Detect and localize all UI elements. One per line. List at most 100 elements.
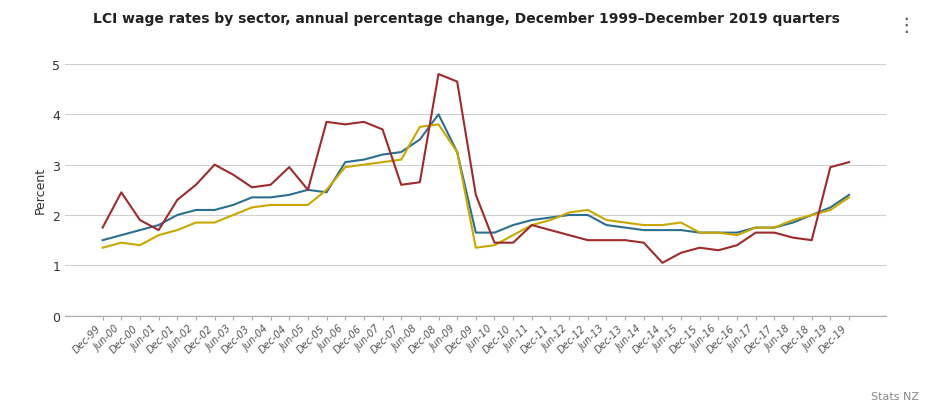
Public sector [302,188,313,193]
Private sector [396,158,407,163]
Text: Stats NZ: Stats NZ [871,391,919,401]
LCI adjusted [750,226,761,230]
Private sector [787,218,799,223]
Private sector [713,230,724,235]
LCI adjusted [209,208,220,213]
Text: ⋮: ⋮ [897,16,916,35]
Private sector [172,228,183,233]
LCI adjusted [825,205,836,210]
Line: LCI adjusted: LCI adjusted [103,115,849,241]
Public sector [433,72,444,77]
LCI adjusted [302,188,313,193]
Public sector [321,120,332,125]
LCI adjusted [190,208,202,213]
Public sector [246,185,258,190]
Private sector [545,218,556,223]
LCI adjusted [769,226,780,230]
LCI adjusted [414,138,425,143]
Private sector [302,203,313,208]
Public sector [396,183,407,188]
Line: Private sector: Private sector [103,125,849,248]
Public sector [508,241,519,245]
Public sector [526,223,537,228]
LCI adjusted [694,230,705,235]
Public sector [713,248,724,253]
Private sector [358,163,369,168]
Private sector [601,218,612,223]
Private sector [843,196,855,200]
LCI adjusted [489,230,500,235]
LCI adjusted [134,228,146,233]
LCI adjusted [265,196,276,200]
Private sector [284,203,295,208]
Public sector [116,190,127,195]
Private sector [694,230,705,235]
LCI adjusted [526,218,537,223]
Line: Public sector: Public sector [103,75,849,263]
Private sector [825,208,836,213]
Private sector [769,226,780,230]
LCI adjusted [545,215,556,220]
LCI adjusted [564,213,575,218]
Private sector [638,223,649,228]
Public sector [172,198,183,203]
Private sector [97,246,108,251]
Y-axis label: Percent: Percent [34,167,47,214]
LCI adjusted [377,153,388,158]
Public sector [265,183,276,188]
Public sector [806,238,817,243]
Private sector [564,211,575,215]
LCI adjusted [340,160,351,165]
Public sector [209,163,220,168]
Private sector [582,208,593,213]
Public sector [582,238,593,243]
Public sector [731,243,743,248]
Private sector [433,123,444,128]
Public sector [787,236,799,241]
Text: LCI wage rates by sector, annual percentage change, December 1999–December 2019 : LCI wage rates by sector, annual percent… [93,12,840,26]
LCI adjusted [172,213,183,218]
LCI adjusted [601,223,612,228]
Public sector [340,123,351,128]
Private sector [806,213,817,218]
Private sector [340,165,351,170]
Public sector [620,238,631,243]
LCI adjusted [675,228,687,233]
Public sector [228,173,239,178]
Private sector [190,221,202,226]
Private sector [134,243,146,248]
LCI adjusted [843,193,855,198]
LCI adjusted [806,213,817,218]
Public sector [190,183,202,188]
Private sector [750,226,761,230]
LCI adjusted [787,221,799,226]
Private sector [452,150,463,155]
Public sector [545,228,556,233]
Public sector [284,165,295,170]
Public sector [825,165,836,170]
Private sector [228,213,239,218]
Public sector [601,238,612,243]
Private sector [508,233,519,238]
LCI adjusted [246,196,258,200]
Public sector [414,180,425,185]
Public sector [358,120,369,125]
Private sector [620,221,631,226]
LCI adjusted [321,190,332,195]
Private sector [489,243,500,248]
Public sector [97,226,108,230]
Private sector [414,125,425,130]
LCI adjusted [713,230,724,235]
LCI adjusted [657,228,668,233]
LCI adjusted [116,233,127,238]
Public sector [638,241,649,245]
Public sector [134,218,146,223]
LCI adjusted [508,223,519,228]
LCI adjusted [731,230,743,235]
Public sector [843,160,855,165]
Public sector [377,128,388,132]
Public sector [769,230,780,235]
Public sector [564,233,575,238]
Private sector [675,221,687,226]
Private sector [321,188,332,193]
